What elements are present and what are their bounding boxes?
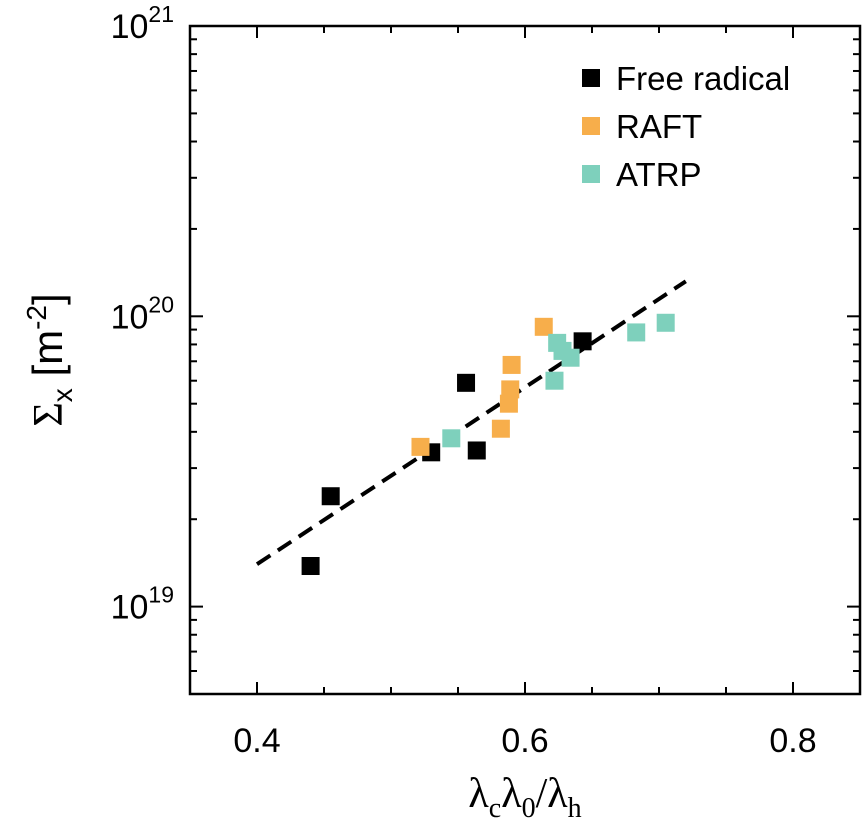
fit-line (255, 279, 687, 566)
y-tick-labels: 1019 1020 1021 (111, 1, 174, 627)
fit-line-group (255, 279, 687, 566)
legend: Free radical RAFT ATRP (582, 60, 790, 193)
data-point-atrp (561, 348, 580, 367)
data-point-free-radical (321, 487, 340, 506)
data-points (301, 313, 675, 576)
y-axis-title: Σx [m-2] (21, 293, 78, 426)
x-tick-label: 0.8 (769, 722, 816, 760)
data-point-raft (534, 317, 553, 336)
data-point-atrp (656, 313, 675, 332)
x-tick-label: 0.6 (501, 722, 548, 760)
legend-marker (582, 165, 600, 183)
legend-marker (582, 117, 600, 135)
data-point-raft (501, 380, 520, 399)
data-point-atrp (627, 323, 646, 342)
data-point-free-radical (457, 373, 476, 392)
data-point-raft (411, 437, 430, 456)
data-point-free-radical (301, 557, 320, 576)
data-point-free-radical (467, 441, 486, 460)
legend-label: RAFT (616, 108, 702, 145)
axis-ticks (189, 25, 861, 695)
data-point-free-radical (573, 332, 592, 351)
data-point-atrp (442, 429, 461, 448)
legend-label: ATRP (616, 156, 702, 193)
data-point-raft (499, 394, 518, 413)
y-tick-label: 1019 (111, 582, 174, 627)
x-axis-title: λcλ0/λh (468, 771, 581, 824)
legend-label: Free radical (616, 60, 790, 97)
data-point-atrp (545, 371, 564, 390)
y-tick-label: 1021 (111, 1, 174, 46)
legend-marker (582, 69, 600, 87)
plot-frame (188, 24, 862, 696)
data-point-raft (502, 355, 521, 374)
x-tick-labels: 0.4 0.6 0.8 (233, 722, 816, 760)
y-tick-label: 1020 (111, 291, 174, 336)
data-point-raft (491, 419, 510, 438)
x-tick-label: 0.4 (233, 722, 280, 760)
